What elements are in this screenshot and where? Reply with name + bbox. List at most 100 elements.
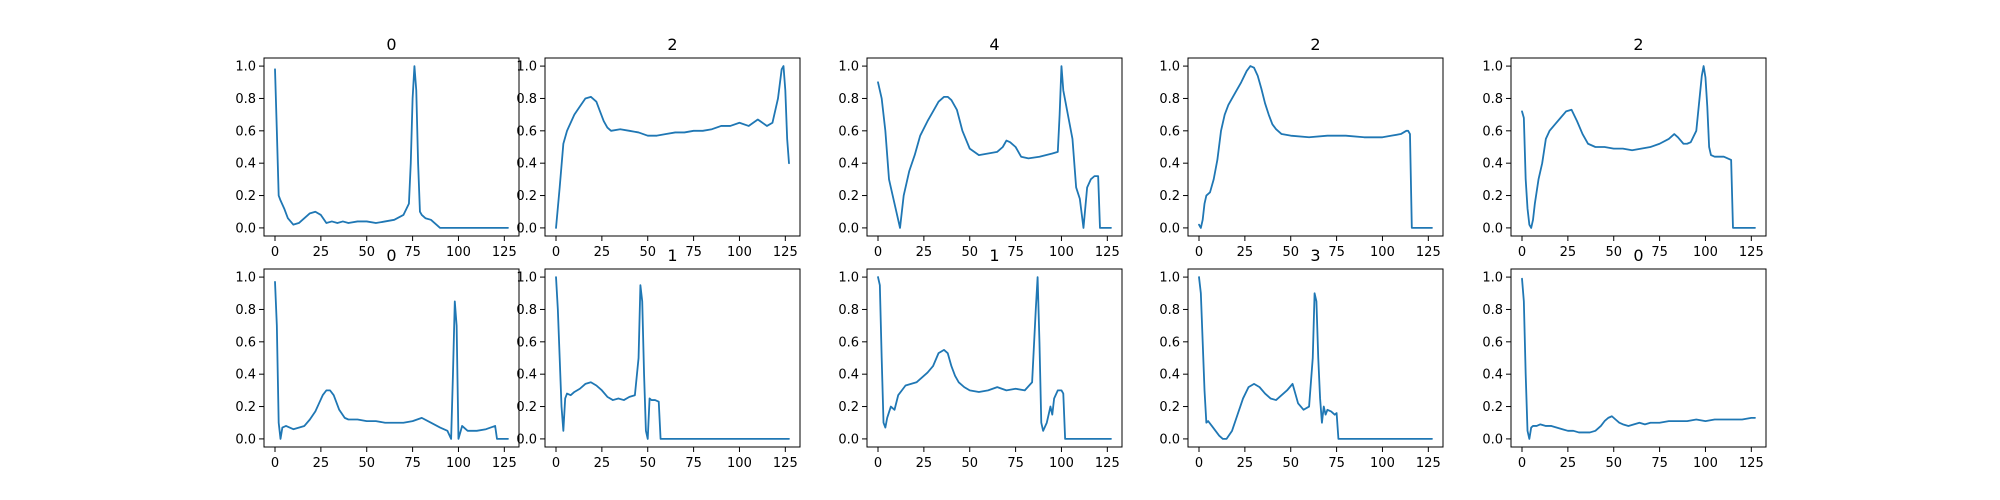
y-tick-label: 0.6 — [516, 335, 537, 350]
subplot-1: 2 0 25 50 75 100 125 0.0 0.2 0.4 0.6 0.8 1.0 — [516, 35, 801, 260]
x-tick-label: 100 — [1693, 456, 1718, 471]
x-tick-label: 75 — [685, 245, 702, 260]
y-tick-label: 0.8 — [516, 303, 537, 318]
x-tick-label: 50 — [1605, 245, 1622, 260]
x-tick-label: 75 — [1328, 245, 1345, 260]
y-tick-label: 0.8 — [838, 303, 859, 318]
x-tick-label: 125 — [773, 245, 798, 260]
x-tick-label: 75 — [404, 456, 421, 471]
x-tick-label: 75 — [1328, 456, 1345, 471]
axes-frame — [544, 57, 801, 237]
subplot-title: 2 — [1310, 35, 1320, 54]
y-tick-label: 0.0 — [1159, 221, 1180, 236]
subplot-8: 3 0 25 50 75 100 125 0.0 0.2 0.4 0.6 0.8 1.0 — [1159, 246, 1444, 471]
subplot-title: 1 — [989, 246, 999, 265]
axes-frame — [1510, 57, 1767, 237]
series-line — [555, 65, 790, 229]
y-tick-label: 0.6 — [838, 335, 859, 350]
subplot-title: 1 — [667, 246, 677, 265]
y-tick-label: 0.4 — [1159, 368, 1180, 383]
x-tick-label: 125 — [773, 456, 798, 471]
x-tick-label: 100 — [1370, 456, 1395, 471]
x-tick-label: 50 — [1282, 456, 1299, 471]
x-tick-label: 100 — [1370, 245, 1395, 260]
x-tick-label: 75 — [685, 456, 702, 471]
y-tick-label: 0.0 — [1482, 432, 1503, 447]
y-tick-label: 0.4 — [1482, 368, 1503, 383]
y-tick-label: 0.0 — [838, 432, 859, 447]
series-line — [1521, 277, 1756, 440]
axes-frame — [544, 268, 801, 448]
y-tick-label: 0.4 — [516, 157, 537, 172]
axes-frame — [1187, 268, 1444, 448]
subplot-6: 1 0 25 50 75 100 125 0.0 0.2 0.4 0.6 0.8 1.0 — [516, 246, 801, 471]
x-tick-label: 25 — [1237, 245, 1254, 260]
x-tick-label: 50 — [1282, 245, 1299, 260]
y-tick-label: 0.4 — [235, 157, 256, 172]
y-tick-label: 1.0 — [1482, 60, 1503, 75]
axes-frame — [866, 268, 1123, 448]
x-tick-label: 25 — [1237, 456, 1254, 471]
y-tick-label: 1.0 — [838, 60, 859, 75]
y-tick-label: 1.0 — [235, 60, 256, 75]
y-tick-label: 0.2 — [235, 400, 256, 415]
x-tick-label: 25 — [313, 245, 330, 260]
subplot-title: 0 — [386, 35, 396, 54]
x-tick-label: 75 — [1651, 245, 1668, 260]
y-tick-label: 0.8 — [235, 92, 256, 107]
x-tick-label: 100 — [727, 245, 752, 260]
series-line — [274, 65, 509, 229]
x-tick-label: 25 — [594, 456, 611, 471]
y-tick-label: 0.8 — [1159, 303, 1180, 318]
series-line — [1198, 65, 1433, 229]
y-tick-label: 0.0 — [516, 432, 537, 447]
subplot-title: 2 — [1633, 35, 1643, 54]
series-line — [877, 276, 1112, 440]
y-tick-label: 0.4 — [235, 368, 256, 383]
y-tick-label: 0.0 — [235, 432, 256, 447]
series-line — [1521, 65, 1756, 229]
axes-frame — [1510, 268, 1767, 448]
y-tick-label: 0.2 — [235, 189, 256, 204]
subplot-title: 0 — [1633, 246, 1643, 265]
y-tick-label: 0.8 — [1159, 92, 1180, 107]
y-tick-label: 0.0 — [1159, 432, 1180, 447]
x-tick-label: 125 — [492, 456, 517, 471]
subplot-2: 4 0 25 50 75 100 125 0.0 0.2 0.4 0.6 0.8 1.0 — [838, 35, 1123, 260]
y-tick-label: 0.6 — [1159, 124, 1180, 139]
axes-frame — [263, 57, 520, 237]
y-tick-label: 0.4 — [516, 368, 537, 383]
x-tick-label: 125 — [1095, 245, 1120, 260]
x-tick-label: 100 — [727, 456, 752, 471]
x-tick-label: 125 — [1416, 245, 1441, 260]
subplot-title: 2 — [667, 35, 677, 54]
x-tick-label: 25 — [594, 245, 611, 260]
subplot-3: 2 0 25 50 75 100 125 0.0 0.2 0.4 0.6 0.8 1.0 — [1159, 35, 1444, 260]
y-tick-label: 1.0 — [1159, 271, 1180, 286]
x-tick-label: 25 — [313, 456, 330, 471]
x-tick-label: 50 — [961, 456, 978, 471]
x-tick-label: 100 — [1693, 245, 1718, 260]
x-tick-label: 125 — [492, 245, 517, 260]
y-tick-label: 0.0 — [235, 221, 256, 236]
y-tick-label: 0.8 — [235, 303, 256, 318]
y-tick-label: 0.8 — [516, 92, 537, 107]
x-tick-label: 0 — [552, 245, 560, 260]
y-tick-label: 0.4 — [1482, 157, 1503, 172]
subplot-title: 3 — [1310, 246, 1320, 265]
y-tick-label: 1.0 — [235, 271, 256, 286]
y-tick-label: 1.0 — [516, 271, 537, 286]
axes-frame — [866, 57, 1123, 237]
y-tick-label: 0.6 — [1159, 335, 1180, 350]
x-tick-label: 50 — [358, 245, 375, 260]
x-tick-label: 25 — [916, 456, 933, 471]
subplot-title: 4 — [989, 35, 999, 54]
subplot-4: 2 0 25 50 75 100 125 0.0 0.2 0.4 0.6 0.8 1.0 — [1482, 35, 1767, 260]
y-tick-label: 0.2 — [516, 189, 537, 204]
series-line — [274, 281, 509, 440]
subplot-9: 0 0 25 50 75 100 125 0.0 0.2 0.4 0.6 0.8 1.0 — [1482, 246, 1767, 471]
y-tick-label: 1.0 — [516, 60, 537, 75]
x-tick-label: 75 — [1651, 456, 1668, 471]
y-tick-label: 0.4 — [838, 157, 859, 172]
series-line — [1198, 276, 1433, 440]
